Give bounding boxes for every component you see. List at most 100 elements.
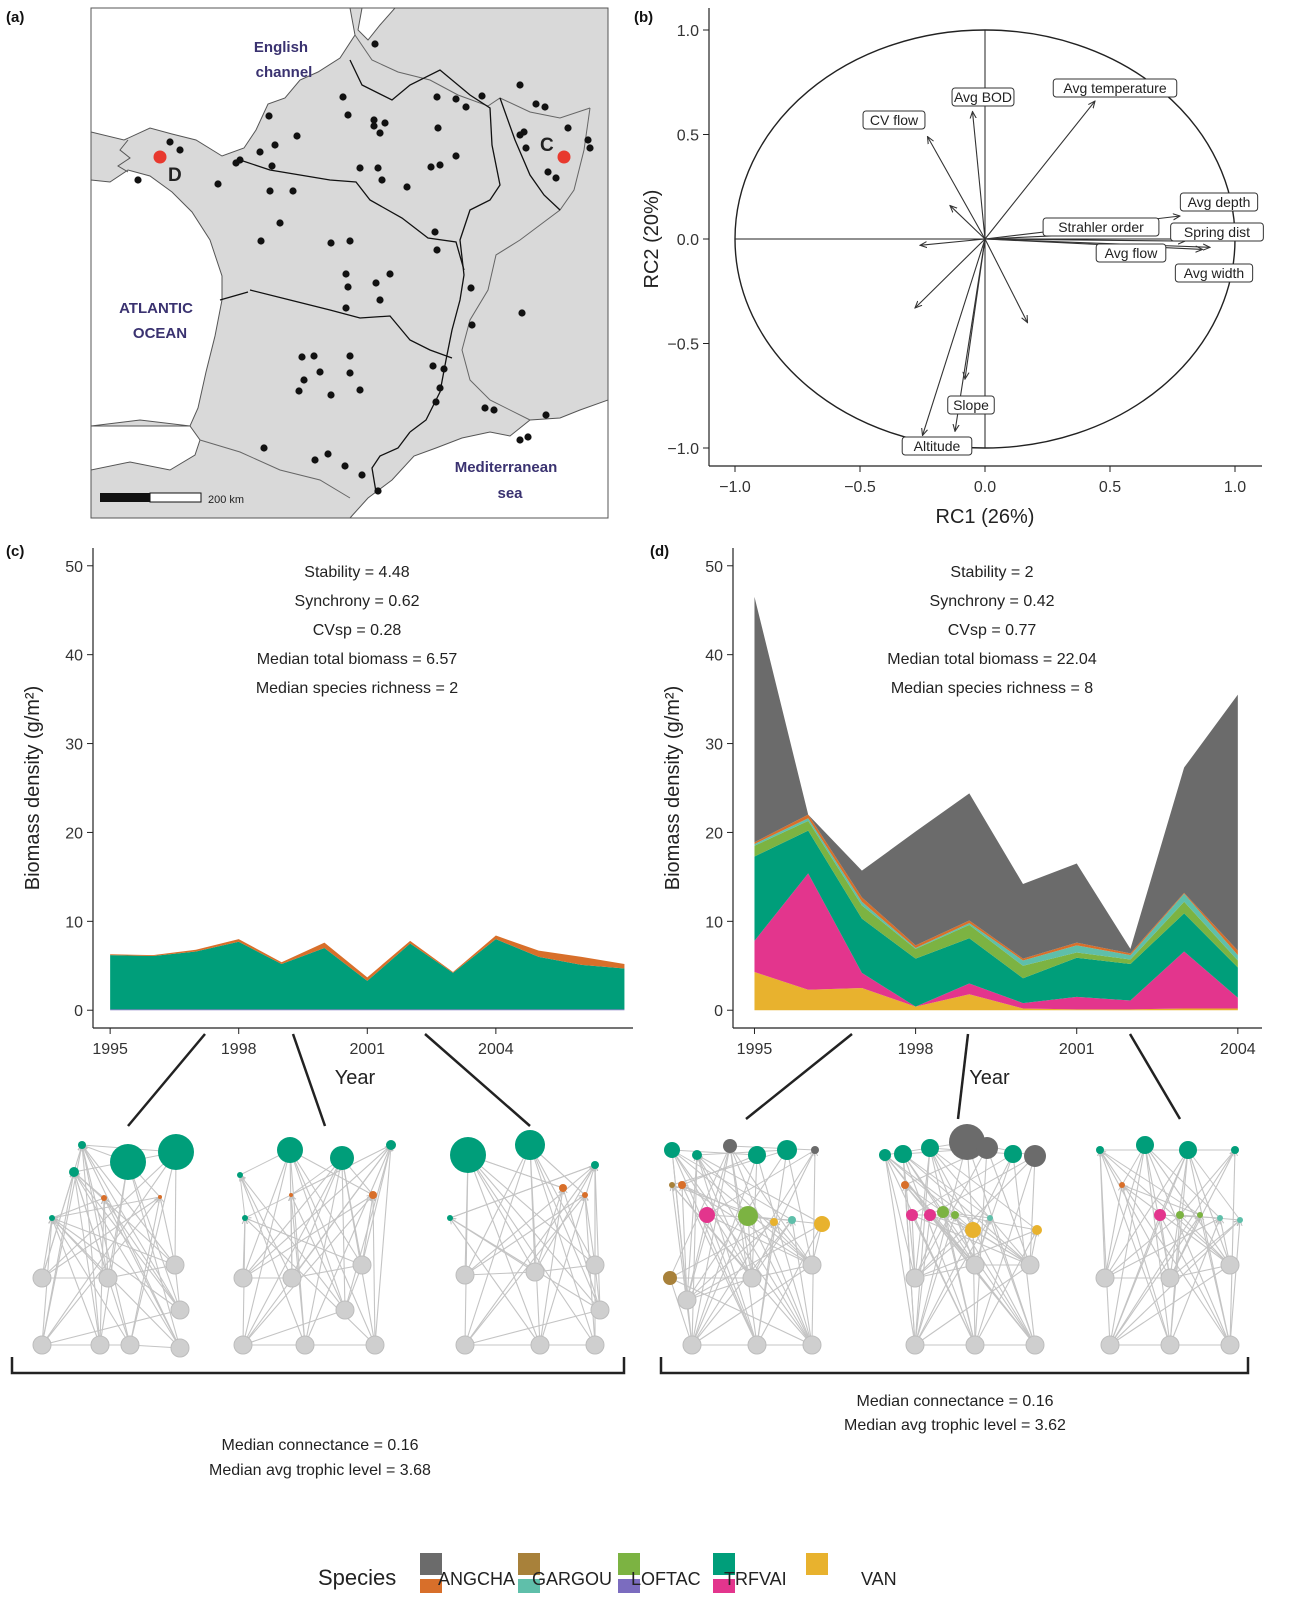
network-node xyxy=(101,1195,107,1201)
network-node xyxy=(530,1335,550,1355)
legend-title: Species xyxy=(318,1565,396,1590)
y-tick-label: 0 xyxy=(714,1003,723,1020)
site-point xyxy=(516,436,524,444)
site-point xyxy=(432,398,440,406)
network-edge xyxy=(74,1172,181,1349)
network-node xyxy=(1217,1215,1223,1221)
site-point xyxy=(431,228,439,236)
x-axis-title: Year xyxy=(969,1067,1010,1089)
network-node xyxy=(582,1192,588,1198)
site-point xyxy=(268,162,276,170)
network-edge xyxy=(914,1218,990,1346)
network-node xyxy=(1096,1146,1104,1154)
border-spain xyxy=(199,439,351,499)
stat-line: Synchrony = 0.42 xyxy=(930,593,1055,610)
pca-biplot: −1.0 −0.5 0.0 0.5 1.0 −1.0 −0.5 0.0 0.5 1.0 RC1 (2… xyxy=(641,8,1264,528)
network-edge xyxy=(290,1150,376,1346)
network-edge xyxy=(691,1146,730,1346)
site-point xyxy=(374,164,382,172)
network-edge xyxy=(82,1145,101,1346)
site-point xyxy=(532,100,540,108)
network-edge xyxy=(1104,1215,1180,1279)
network-edge xyxy=(74,1172,181,1311)
loading-label-box xyxy=(901,436,973,456)
network-edge xyxy=(74,1172,101,1346)
area-series xyxy=(110,1009,625,1011)
network-node xyxy=(158,1195,162,1199)
network-edge xyxy=(464,1165,595,1346)
network-edge xyxy=(696,1154,823,1225)
network-edge xyxy=(41,1218,52,1279)
network-edge xyxy=(912,1215,976,1346)
site-point xyxy=(516,81,524,89)
network-node xyxy=(1160,1268,1180,1288)
network-edge xyxy=(374,1145,391,1346)
network-edge xyxy=(99,1162,128,1346)
network-node xyxy=(585,1255,605,1275)
network-stat-d-connectance: Median connectance = 0.16 xyxy=(856,1393,1053,1410)
stat-line: Stability = 4.48 xyxy=(304,564,410,581)
area-series xyxy=(110,939,625,1010)
network-edge xyxy=(914,1154,1013,1346)
network-edge xyxy=(912,1215,916,1279)
biomass-chart-c: 0 10 20 30 40 50 1995 1998 2001 2004 Year Biomass d… xyxy=(22,548,633,1089)
y-tick-label: 50 xyxy=(65,559,83,576)
panel-d: (d) 0 10 20 30 40 50 1995 1998 2001 2004 Year Bioma… xyxy=(650,543,1262,1089)
network-edge xyxy=(1145,1145,1231,1266)
network-node xyxy=(770,1218,778,1226)
y-tick-label: 40 xyxy=(65,648,83,665)
network-node xyxy=(525,1262,545,1282)
connector-lines xyxy=(127,1033,1182,1127)
network-node xyxy=(386,1140,396,1150)
stats-c: Stability = 4.48 Synchrony = 0.62 CVsp = 0… xyxy=(256,564,458,697)
network-edge xyxy=(671,1149,793,1221)
site-point xyxy=(327,239,335,247)
basin-boundary-5 xyxy=(371,431,411,493)
site-point xyxy=(481,404,489,412)
network-edge xyxy=(697,1155,758,1346)
network-edge xyxy=(955,1215,1036,1346)
species-legend: Species ANGCHA GARGOU LOFTAC TRFVAI VAN xyxy=(318,1553,897,1593)
network-node xyxy=(277,1137,303,1163)
network-edge xyxy=(41,1172,74,1346)
area-series xyxy=(754,873,1238,1010)
network-edge xyxy=(672,1150,813,1266)
network-edge xyxy=(672,1185,693,1346)
network-node xyxy=(1032,1225,1042,1235)
connector-line xyxy=(127,1033,206,1127)
network-node xyxy=(924,1209,936,1221)
network-edge xyxy=(1109,1215,1200,1346)
network-edge xyxy=(686,1278,752,1301)
network-edge xyxy=(1013,1154,1036,1346)
network-edge xyxy=(748,1216,813,1346)
network-edges xyxy=(670,1146,822,1345)
basin-boundary-6 xyxy=(219,291,249,301)
network-node xyxy=(120,1335,140,1355)
legend-label: GARGOU xyxy=(532,1569,612,1589)
network-stat-c-connectance: Median connectance = 0.16 xyxy=(221,1437,418,1454)
network-node xyxy=(110,1144,146,1180)
network-edge xyxy=(128,1162,181,1349)
loading-arrow xyxy=(984,101,1095,240)
stat-line: Stability = 2 xyxy=(950,564,1033,581)
site-point xyxy=(452,95,460,103)
panel-letter-d: (d) xyxy=(650,543,669,560)
network-edge xyxy=(1104,1185,1122,1279)
network-edge xyxy=(914,1230,973,1279)
network-edge xyxy=(464,1145,530,1346)
food-web-network xyxy=(447,1130,610,1355)
network-node xyxy=(692,1150,702,1160)
network-edge xyxy=(903,1154,976,1346)
network-node xyxy=(1119,1182,1125,1188)
site-point xyxy=(434,124,442,132)
network-node xyxy=(937,1206,949,1218)
site-point xyxy=(310,352,318,360)
network-edge xyxy=(774,1222,813,1266)
network-edge xyxy=(730,1146,813,1346)
network-edge xyxy=(585,1195,596,1266)
network-edge xyxy=(290,1150,346,1311)
network-edge xyxy=(1104,1145,1145,1279)
network-node xyxy=(1020,1255,1040,1275)
network-node xyxy=(949,1124,985,1160)
bracket-d xyxy=(659,1357,1250,1375)
